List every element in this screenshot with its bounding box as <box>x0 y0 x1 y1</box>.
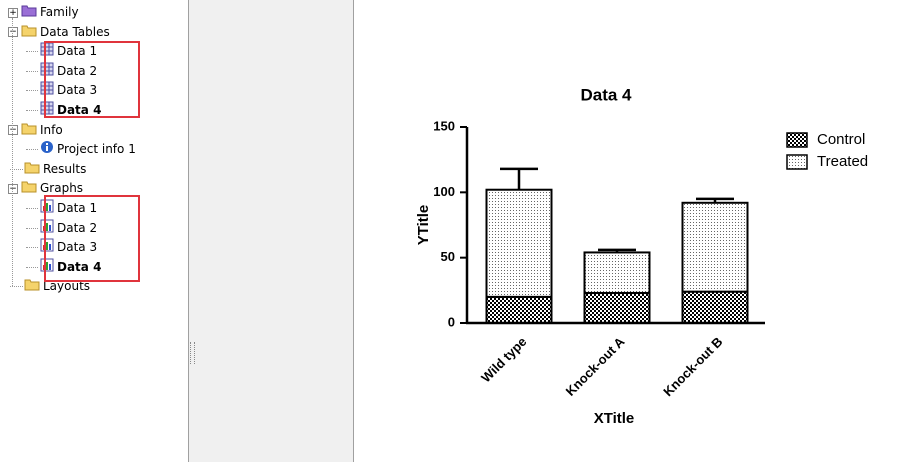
error-bar <box>598 290 636 293</box>
legend-swatch <box>786 154 808 170</box>
tree-label[interactable]: Data 4 <box>57 103 102 117</box>
error-bar <box>500 291 538 297</box>
tree-icon <box>40 140 54 159</box>
error-bar <box>696 197 734 203</box>
chart-title: Data 4 <box>580 85 632 104</box>
tree-label[interactable]: Data Tables <box>40 24 110 39</box>
tree-icon <box>21 121 37 140</box>
error-bar <box>500 167 538 190</box>
tree-label[interactable]: Data 2 <box>57 220 98 235</box>
legend-swatch <box>786 132 808 148</box>
tree-label[interactable]: Family <box>40 5 79 19</box>
tree-item[interactable]: + Family <box>0 3 79 21</box>
splitter-grip[interactable] <box>190 342 195 364</box>
tree-line <box>12 18 13 286</box>
y-tick-label: 0 <box>448 314 455 329</box>
legend-label: Treated <box>817 153 868 170</box>
x-tick-label: Knock-out A <box>563 334 628 399</box>
y-tick-label: 50 <box>441 249 455 264</box>
highlight-box <box>44 41 140 118</box>
error-bar <box>696 286 734 292</box>
splitter-panel <box>188 0 354 462</box>
tree-label[interactable]: Data 4 <box>57 259 102 274</box>
tree-item[interactable]: Layouts <box>0 277 90 295</box>
expander[interactable]: − <box>8 27 18 38</box>
tree-label[interactable]: Data 3 <box>57 240 98 255</box>
tree-item[interactable]: − Graphs <box>0 179 83 197</box>
legend-label: Control <box>817 131 865 148</box>
tree-label[interactable]: Project info 1 <box>57 142 136 157</box>
y-axis-title: YTitle <box>415 205 432 246</box>
bar-segment <box>681 201 749 293</box>
bar-segment <box>681 290 749 325</box>
tree-label[interactable]: Graphs <box>40 181 84 196</box>
x-tick-label: Wild type <box>478 334 529 385</box>
tree-item[interactable]: − Info <box>0 121 63 139</box>
tree-icon <box>24 160 40 179</box>
tree-label[interactable]: Info <box>40 122 63 137</box>
y-tick-label: 100 <box>433 184 455 199</box>
expander[interactable]: + <box>8 7 18 18</box>
tree-icon <box>21 3 37 22</box>
bar-segment <box>485 295 553 325</box>
expander[interactable]: − <box>8 183 18 194</box>
tree-icon <box>21 23 37 42</box>
bar-segment <box>583 251 651 294</box>
bar-segment <box>485 188 553 298</box>
tree-icon <box>24 277 40 296</box>
tree-item[interactable]: Results <box>0 160 86 178</box>
y-tick-label: 150 <box>433 118 455 133</box>
x-tick-label: Knock-out B <box>660 334 725 399</box>
tree-label[interactable]: Layouts <box>43 279 91 294</box>
tree-label[interactable]: Data 3 <box>57 83 98 98</box>
highlight-box <box>44 195 140 282</box>
error-bar <box>598 248 636 253</box>
tree-item[interactable]: − Data Tables <box>0 23 110 41</box>
x-axis-title: XTitle <box>594 410 635 427</box>
tree-label[interactable]: Data 1 <box>57 201 98 215</box>
tree-label[interactable]: Data 2 <box>57 63 98 78</box>
tree-icon <box>21 179 37 198</box>
tree-item[interactable]: Project info 1 <box>26 140 136 158</box>
project-tree: + Family − Data Tables Data 1 Data 2 Data 3 Dat… <box>0 0 188 462</box>
tree-label[interactable]: Data 1 <box>57 44 98 59</box>
tree-label[interactable]: Results <box>43 161 87 176</box>
expander[interactable]: − <box>8 125 18 136</box>
bar-segment <box>583 291 651 324</box>
